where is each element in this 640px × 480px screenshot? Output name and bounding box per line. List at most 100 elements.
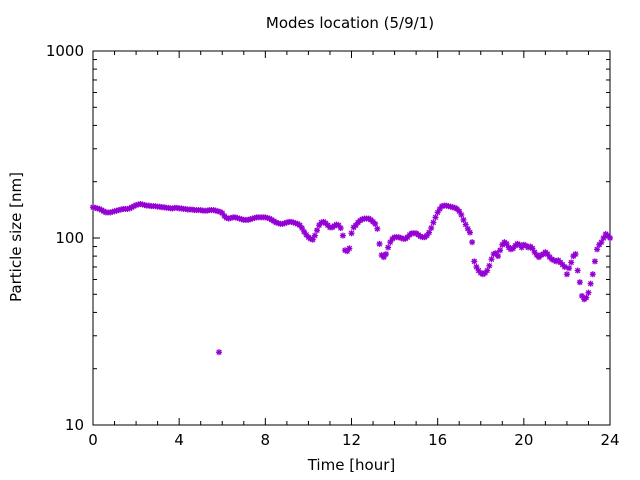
- data-point: [566, 265, 573, 272]
- data-point-stroke: [465, 226, 471, 232]
- data-point-stroke: [594, 246, 600, 253]
- data-point-stroke: [590, 271, 596, 277]
- data-point-stroke: [458, 212, 465, 218]
- data-point: [382, 251, 389, 258]
- data-point-stroke: [340, 232, 346, 239]
- y-tick-label: 100: [55, 229, 84, 247]
- data-point: [460, 216, 467, 223]
- data-point-stroke: [398, 235, 404, 241]
- data-point-stroke: [475, 267, 482, 274]
- data-point: [372, 220, 379, 227]
- data-point-stroke: [101, 208, 107, 214]
- data-point-stroke: [562, 264, 568, 270]
- data-point-stroke: [314, 227, 320, 233]
- data-point-stroke: [551, 257, 557, 263]
- data-point: [484, 267, 491, 274]
- y-tick-label: 1000: [46, 42, 84, 60]
- data-point: [339, 232, 346, 239]
- data-point: [216, 349, 223, 356]
- data-point-stroke: [529, 245, 536, 252]
- x-tick-label: 12: [342, 431, 361, 449]
- data-point: [488, 256, 495, 263]
- data-point-stroke: [275, 220, 281, 226]
- data-point-stroke: [607, 235, 613, 241]
- data-point-stroke: [312, 232, 318, 239]
- data-point: [494, 253, 501, 260]
- data-point-stroke: [469, 239, 475, 245]
- data-point-stroke: [592, 258, 598, 265]
- data-point: [462, 221, 469, 228]
- data-point-stroke: [568, 259, 574, 266]
- data-point: [568, 259, 575, 266]
- data-point: [337, 225, 344, 232]
- chart-title: Modes location (5/9/1): [265, 14, 435, 32]
- data-point-stroke: [583, 294, 590, 301]
- data-point: [594, 246, 601, 253]
- data-point: [518, 244, 525, 251]
- data-point-stroke: [503, 241, 510, 247]
- data-point: [497, 247, 504, 254]
- data-point: [423, 232, 430, 239]
- data-point-stroke: [335, 222, 342, 228]
- data-point: [428, 225, 435, 232]
- data-point: [432, 214, 439, 221]
- data-point-stroke: [426, 229, 432, 236]
- data-point: [585, 289, 592, 296]
- data-point-stroke: [484, 267, 490, 274]
- data-point-stroke: [495, 253, 501, 259]
- data-point-stroke: [564, 271, 570, 277]
- data-point-stroke: [430, 219, 437, 226]
- data-point-stroke: [338, 225, 344, 231]
- data-point-stroke: [574, 267, 581, 274]
- data-point: [576, 279, 583, 286]
- data-point-stroke: [572, 251, 579, 257]
- data-point-stroke: [598, 239, 605, 245]
- data-point-stroke: [292, 220, 299, 226]
- data-point-stroke: [579, 293, 585, 299]
- data-point-stroke: [424, 232, 430, 239]
- data-point-stroke: [493, 250, 499, 256]
- data-point-stroke: [605, 232, 611, 239]
- data-point-stroke: [310, 236, 316, 243]
- data-point: [563, 271, 570, 278]
- data-points-group: [90, 200, 613, 356]
- x-tick-label: 16: [428, 431, 447, 449]
- data-point: [574, 267, 581, 274]
- data-point-stroke: [288, 219, 294, 225]
- data-point: [591, 258, 598, 265]
- data-point-stroke: [372, 221, 378, 227]
- data-point: [561, 263, 568, 270]
- data-point-stroke: [516, 242, 523, 248]
- data-point-stroke: [471, 258, 477, 265]
- plot-frame-group: 0 4 8 12 16 20 24 10 100 1000: [46, 42, 620, 449]
- x-tick-label: 4: [174, 431, 184, 449]
- data-point: [430, 219, 437, 226]
- x-tick-label: 0: [88, 431, 98, 449]
- data-point-stroke: [587, 280, 594, 287]
- data-point-stroke: [333, 221, 340, 228]
- data-point: [469, 239, 476, 246]
- data-point-stroke: [417, 233, 424, 240]
- data-point-stroke: [473, 264, 480, 270]
- data-point-stroke: [297, 222, 303, 228]
- data-point: [346, 245, 353, 252]
- y-tick-label: 10: [65, 416, 84, 434]
- data-point: [314, 227, 321, 234]
- data-point: [486, 262, 493, 269]
- x-tick-label: 8: [261, 431, 271, 449]
- data-point-stroke: [467, 229, 473, 236]
- data-point-stroke: [348, 230, 355, 236]
- data-point: [298, 225, 305, 232]
- data-point-stroke: [303, 232, 309, 238]
- data-point-stroke: [219, 210, 225, 216]
- data-point-stroke: [385, 244, 391, 251]
- data-point-stroke: [396, 234, 402, 240]
- x-tick-label: 20: [514, 431, 533, 449]
- data-point: [471, 258, 478, 265]
- data-point-stroke: [290, 219, 297, 226]
- x-axis-label: Time [hour]: [307, 456, 396, 474]
- data-point: [385, 244, 392, 251]
- data-point: [348, 230, 355, 237]
- data-point-stroke: [544, 251, 551, 257]
